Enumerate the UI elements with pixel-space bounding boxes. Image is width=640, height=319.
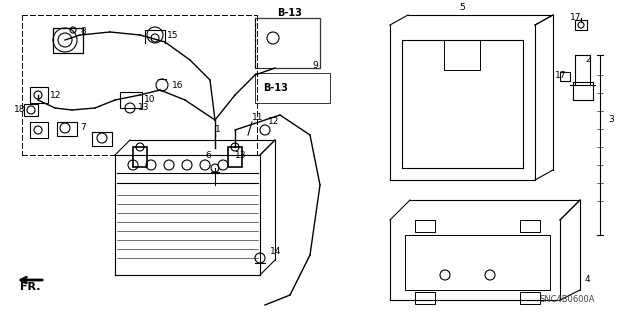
Bar [405,235,550,290]
Text: B-13: B-13 [277,8,302,18]
Bar [255,73,330,103]
Bar [575,20,587,30]
Bar [133,147,147,167]
Text: 8: 8 [80,27,86,36]
Bar [53,28,83,53]
Text: 13: 13 [235,151,246,160]
Text: 12: 12 [50,91,61,100]
Bar [415,220,435,232]
Bar [120,92,142,108]
Text: SNC4B0600A: SNC4B0600A [540,295,595,304]
Bar [255,18,320,68]
Text: 6: 6 [205,151,211,160]
Text: 17: 17 [570,13,582,23]
Bar [92,132,112,146]
Text: 18: 18 [14,106,26,115]
Bar [57,122,77,136]
Text: 16: 16 [172,80,184,90]
Bar [30,122,48,138]
Text: 4: 4 [585,276,591,285]
Bar [560,72,570,81]
Text: B-13: B-13 [263,83,288,93]
Bar [520,220,540,232]
Text: 13: 13 [138,103,150,113]
Text: 3: 3 [608,115,614,124]
Text: 15: 15 [167,31,179,40]
Bar [228,147,242,167]
Text: 5: 5 [459,3,465,11]
Text: 9: 9 [312,61,317,70]
Text: FR.: FR. [20,282,40,292]
Text: 17: 17 [555,70,566,79]
Text: 11: 11 [252,114,264,122]
Bar [573,82,593,100]
Text: 14: 14 [270,248,282,256]
Text: 10: 10 [144,95,156,105]
Bar [415,292,435,304]
Text: 7: 7 [80,123,86,132]
Text: 1: 1 [215,125,221,135]
Bar [30,87,48,103]
Text: 2: 2 [585,56,591,64]
Bar [444,40,480,70]
Text: 12: 12 [268,117,280,127]
Bar [24,104,38,116]
Bar [520,292,540,304]
